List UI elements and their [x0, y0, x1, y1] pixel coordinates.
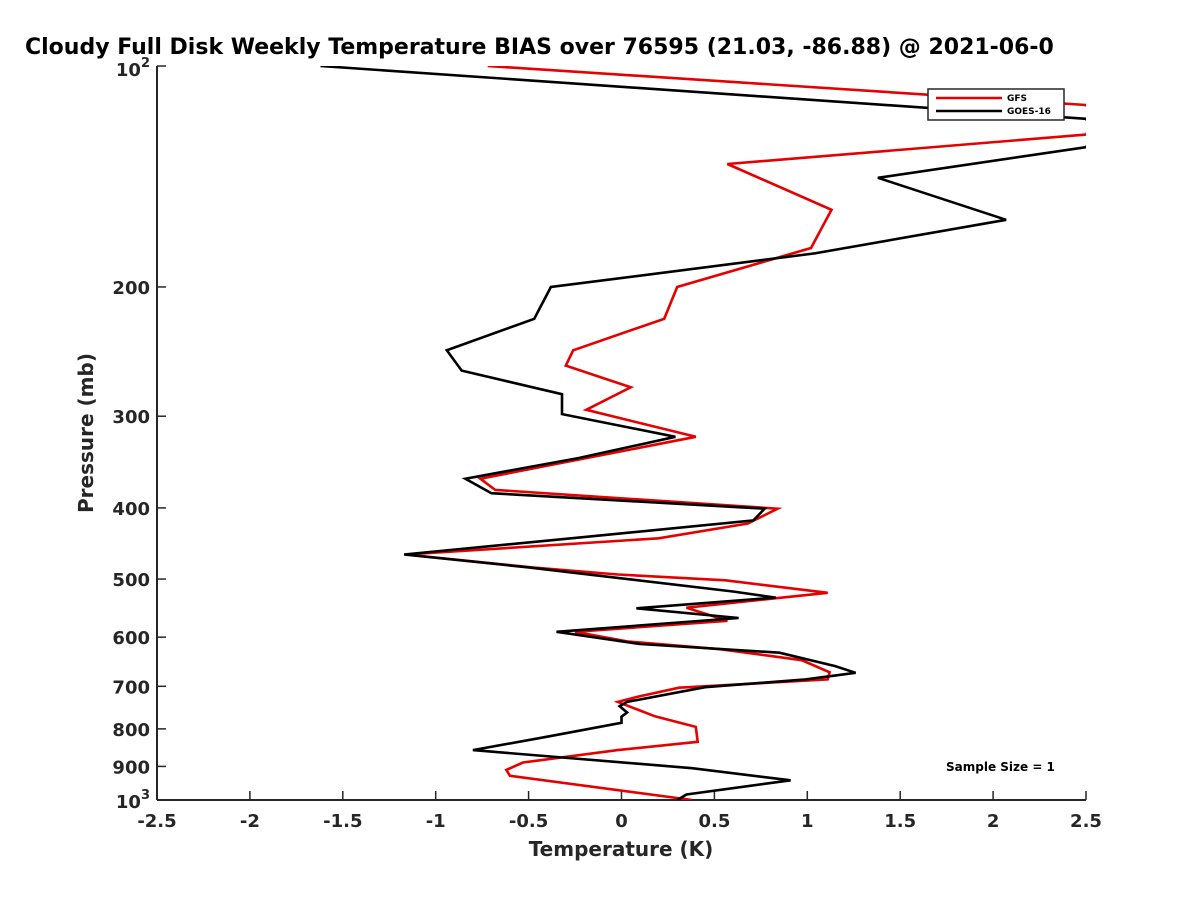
x-axis-label: Temperature (K): [529, 837, 714, 861]
y-tick-label: 800: [112, 720, 150, 741]
chart-title: Cloudy Full Disk Weekly Temperature BIAS…: [25, 35, 1054, 60]
x-tick-label: 1: [801, 811, 814, 832]
y-tick-label-bottom: 103: [116, 788, 150, 813]
legend-label-goes16: GOES-16: [1007, 107, 1051, 117]
x-tick-label: -2.5: [137, 811, 176, 832]
y-ticks: 200 300 400 500 600 700 800 900: [112, 65, 166, 801]
x-tick-label: -2: [240, 811, 260, 832]
x-tick-label: -0.5: [509, 811, 548, 832]
y-tick-label: 500: [112, 570, 150, 591]
y-tick-label: 300: [112, 407, 150, 428]
series-line-gfs: [405, 66, 1086, 800]
y-tick-label: 600: [112, 628, 150, 649]
y-tick-label-top: 102: [116, 56, 150, 81]
series-layer: [320, 66, 1086, 800]
x-ticks: -2.5 -2 -1.5 -1 -0.5 0 0.5 1 1.5 2 2.5: [137, 791, 1102, 832]
x-tick-label: -1: [426, 811, 446, 832]
legend-label-gfs: GFS: [1007, 94, 1027, 104]
y-tick-label: 400: [112, 499, 150, 520]
x-tick-label: 0: [615, 811, 628, 832]
legend-box: [927, 88, 1065, 121]
legend: GFS GOES-16: [927, 88, 1065, 121]
x-tick-label: -1.5: [323, 811, 362, 832]
y-tick-label: 700: [112, 677, 150, 698]
sample-size-annotation: Sample Size = 1: [946, 760, 1055, 774]
y-tick-label: 900: [112, 757, 150, 778]
y-axis-label: Pressure (mb): [74, 353, 98, 513]
x-tick-label: 0.5: [698, 811, 730, 832]
y-tick-label: 200: [112, 278, 150, 299]
x-tick-label: 2: [987, 811, 1000, 832]
x-tick-label: 1.5: [884, 811, 916, 832]
x-tick-label: 2.5: [1070, 811, 1102, 832]
series-line-goes16: [320, 66, 1086, 800]
